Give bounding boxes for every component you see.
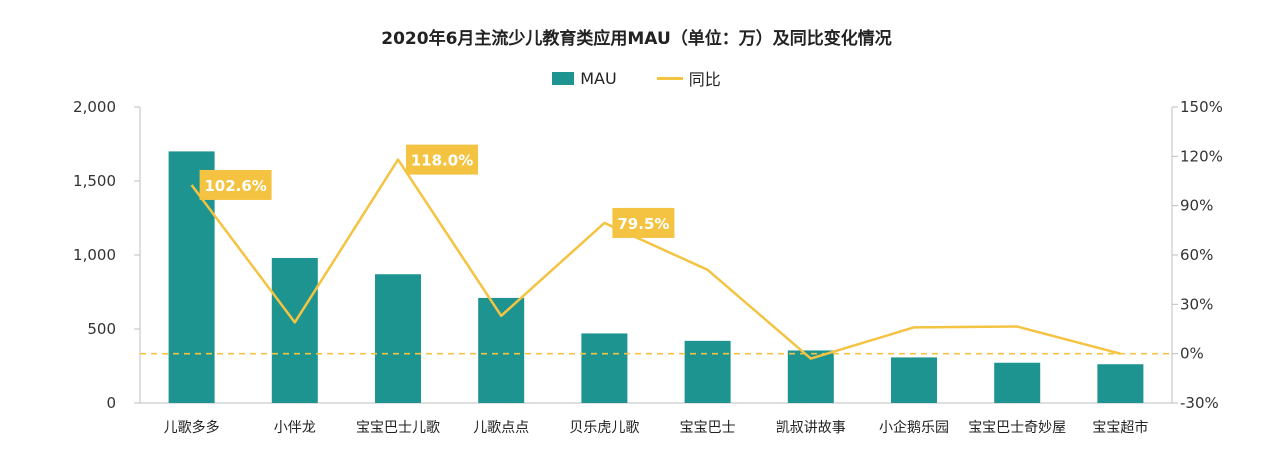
x-category-label: 贝乐虎儿歌 [569,420,639,436]
chart-legend: MAU 同比 [0,66,1273,90]
legend-swatch-mau [552,71,575,85]
x-category-label: 凯叔讲故事 [776,420,846,436]
data-label: 118.0% [411,152,473,170]
y-right-tick-label: 60% [1180,246,1213,264]
legend-swatch-yoy [656,76,683,80]
chart-title: 2020年6月主流少儿教育类应用MAU（单位：万）及同比变化情况 [381,29,892,49]
legend-item-mau: MAU [552,68,617,88]
x-category-label: 宝宝巴士奇妙屋 [968,419,1066,436]
x-category-label: 儿歌点点 [473,420,529,436]
y-right-tick-label: 120% [1180,147,1223,165]
y-right-tick-label: -30% [1180,394,1219,412]
y-right-tick-label: 90% [1180,197,1213,215]
bar-mau [271,257,318,403]
bar-mau [375,274,421,403]
y-left-tick-label: 1,500 [73,172,116,190]
y-left-tick-label: 2,000 [73,98,116,116]
data-label-box [199,169,272,200]
y-right-tick-label: 30% [1180,295,1213,313]
y-right-tick-label: 150% [1180,98,1223,116]
bar-mau [581,333,628,403]
x-category-label: 宝宝超市 [1092,419,1148,436]
bar-mau [891,357,937,403]
data-label-box [612,207,675,238]
legend-label-yoy: 同比 [688,70,721,89]
data-label: 102.6% [204,177,266,195]
legend-label-mau: MAU [580,68,617,88]
y-left-tick-label: 500 [87,320,116,338]
line-yoy [190,158,1121,360]
legend-item-yoy: 同比 [656,66,721,90]
data-label-box [406,144,478,175]
y-left-tick-label: 0 [106,394,116,412]
x-category-label: 小企鹅乐园 [879,419,949,436]
x-category-label: 宝宝巴士儿歌 [356,420,440,436]
x-category-label: 宝宝巴士 [680,420,736,436]
bar-mau [1097,364,1144,403]
y-right-tick-label: 0% [1180,345,1204,363]
bar-mau [994,362,1041,403]
x-category-label: 小伴龙 [274,420,316,436]
x-category-label: 儿歌多多 [164,419,220,436]
bar-mau [684,340,731,403]
data-label: 79.5% [617,215,669,233]
y-left-tick-label: 1,000 [73,246,116,264]
